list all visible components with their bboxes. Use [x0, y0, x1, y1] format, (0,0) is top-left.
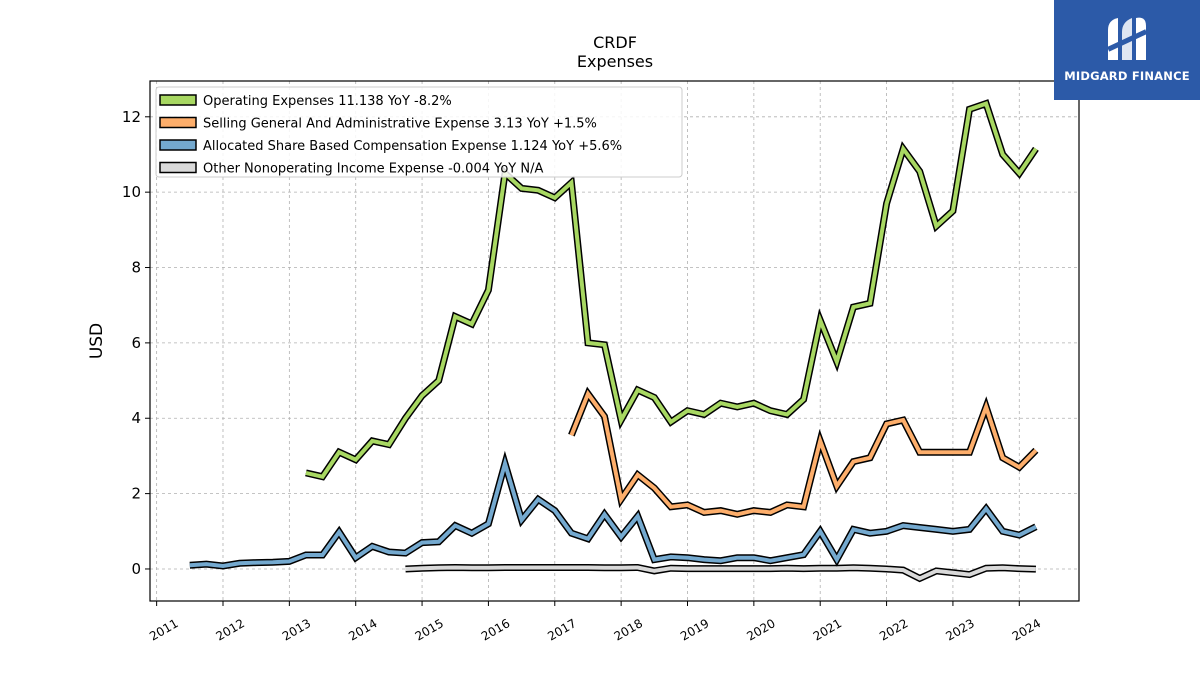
brand-name: MIDGARD FINANCE: [1064, 69, 1190, 83]
plot-frame: [149, 80, 1080, 602]
series-line: [305, 101, 1038, 479]
legend-box: [155, 86, 683, 178]
series-line: [189, 456, 1037, 569]
brand-logo: MIDGARD FINANCE: [1054, 0, 1200, 100]
y-axis-label: USD: [87, 323, 107, 359]
x-tick-label: 2023: [943, 616, 976, 643]
y-tick-label: 10: [122, 183, 141, 201]
y-tick-label: 12: [122, 108, 141, 126]
legend: Operating Expenses 11.138 YoY -8.2% Selli…: [155, 86, 683, 178]
x-tick-label: 2022: [877, 616, 910, 643]
legend-label: Selling General And Administrative Expen…: [203, 117, 597, 132]
chart-subtitle: Expenses: [577, 52, 653, 71]
x-tick-label: 2018: [612, 616, 645, 643]
series-line: [569, 389, 1038, 517]
chart-title: CRDF: [593, 33, 637, 52]
grid: [150, 81, 1079, 601]
x-tick-label: 2020: [744, 616, 777, 643]
legend-swatch: [159, 161, 197, 174]
x-tick-label: 2012: [213, 616, 246, 643]
x-tick-label: 2013: [280, 616, 313, 643]
legend-label: Allocated Share Based Compensation Expen…: [203, 139, 622, 154]
legend-swatch: [159, 94, 197, 106]
legend-label: Other Nonoperating Income Expense -0.004…: [203, 162, 543, 177]
legend-label: Operating Expenses 11.138 YoY -8.2%: [203, 94, 452, 109]
legend-swatch: [159, 116, 197, 129]
x-tick-label: 2014: [346, 616, 379, 643]
plot-area: [189, 99, 1039, 583]
y-tick-label: 8: [131, 259, 141, 277]
x-tick-label: 2019: [678, 616, 711, 643]
x-tick-label: 2015: [413, 616, 446, 643]
x-tick-label: 2016: [479, 616, 512, 643]
series-line: [405, 565, 1036, 581]
midgard-logo-icon: [1107, 17, 1148, 60]
legend-swatch: [159, 139, 197, 151]
x-tick-label: 2024: [1010, 616, 1043, 643]
x-tick-label: 2011: [147, 616, 180, 643]
x-tick-label: 2017: [545, 616, 578, 643]
y-tick-label: 0: [131, 560, 141, 578]
x-axis: 2011 2012 2013 2014 2015 2016 2017 2018 2019 2020…: [147, 601, 1043, 644]
y-tick-label: 2: [131, 485, 141, 503]
x-tick-label: 2021: [811, 616, 844, 643]
y-tick-label: 4: [131, 409, 141, 427]
y-axis: 0 2 4 6 8 10 12: [122, 108, 150, 578]
y-tick-label: 6: [131, 334, 141, 352]
